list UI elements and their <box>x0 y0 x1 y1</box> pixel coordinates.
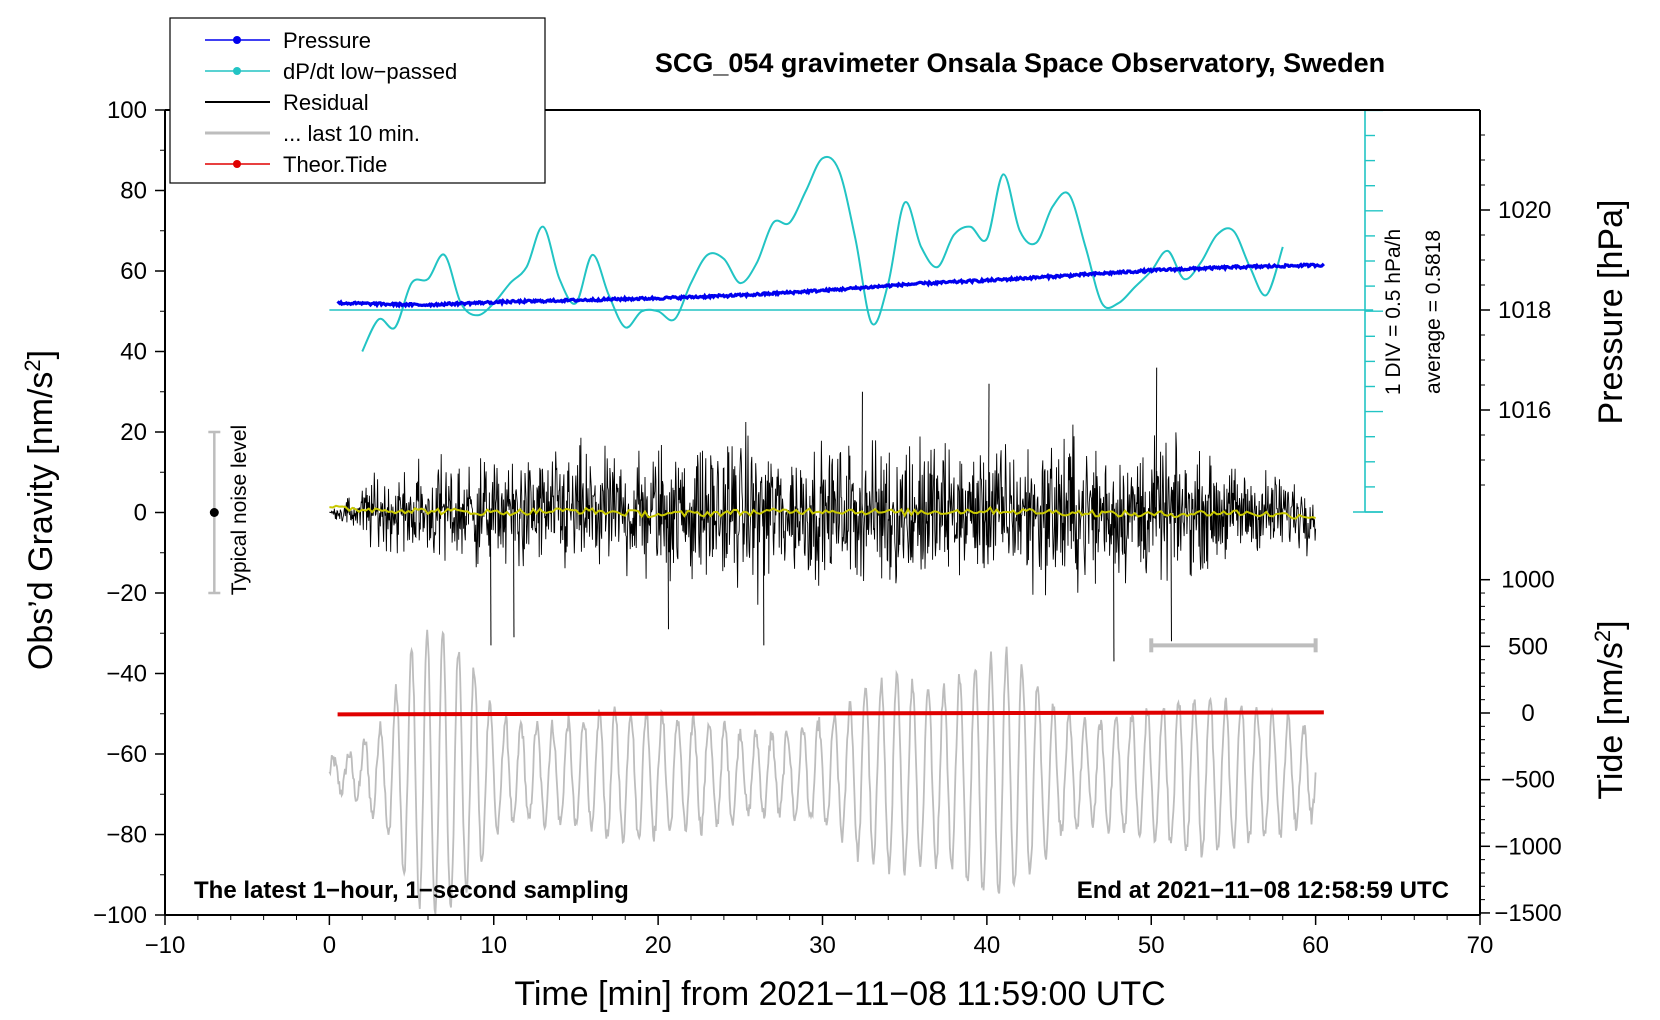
x-tick-label: 20 <box>645 932 672 959</box>
y-tick-label: 20 <box>120 419 147 446</box>
legend-label: Pressure <box>283 28 371 53</box>
chart-title: SCG_054 gravimeter Onsala Space Observat… <box>655 48 1385 78</box>
x-tick-label: 70 <box>1467 932 1494 959</box>
pressure-axis-label: Pressure [hPa] <box>1592 200 1630 425</box>
scale-div-label: 1 DIV = 0.5 hPa/h <box>1382 229 1405 395</box>
x-tick-label: 30 <box>809 932 836 959</box>
tide-line <box>337 710 1324 717</box>
tide-tick-label: −500 <box>1501 767 1555 794</box>
y-tick-label: 0 <box>134 500 147 527</box>
x-axis-label: Time [min] from 2021−11−08 11:59:00 UTC <box>514 975 1165 1013</box>
annotation-bottom-left: The latest 1−hour, 1−second sampling <box>194 877 629 904</box>
pressure-tick-label: 1020 <box>1498 197 1551 224</box>
y-tick-label: 40 <box>120 339 147 366</box>
tide-tick-label: 1000 <box>1501 567 1554 594</box>
x-tick-label: 60 <box>1302 932 1329 959</box>
plot-area <box>208 109 1383 915</box>
y-tick-label: −20 <box>106 580 147 607</box>
x-tick-label: 10 <box>480 932 507 959</box>
x-tick-label: 0 <box>323 932 336 959</box>
tide-tick-label: −1000 <box>1494 833 1561 860</box>
y-tick-label: −60 <box>106 741 147 768</box>
last-10-min-line <box>328 629 1317 915</box>
tide-tick-label: 0 <box>1521 700 1534 727</box>
dpdt-line <box>361 155 1284 352</box>
scale-average-label: average = 0.5818 <box>1422 230 1445 394</box>
y-tick-label: 100 <box>107 97 147 124</box>
y-tick-label: −40 <box>106 661 147 688</box>
x-tick-label: −10 <box>145 932 186 959</box>
x-tick-label: 50 <box>1138 932 1165 959</box>
y-axis-label: Obs’d Gravity [nm/s2] <box>20 350 60 670</box>
tide-tick-label: −1500 <box>1494 900 1561 927</box>
residual-line <box>329 421 1317 605</box>
annotation-bottom-right: End at 2021−11−08 12:58:59 UTC <box>1077 877 1449 904</box>
x-tick-label: 40 <box>974 932 1001 959</box>
y-tick-label: 80 <box>120 178 147 205</box>
noise-level-label: Typical noise level <box>228 425 251 595</box>
legend-label: dP/dt low−passed <box>283 59 457 84</box>
y-tick-label: −100 <box>93 902 147 929</box>
legend-marker <box>233 36 241 44</box>
y-tick-label: −80 <box>106 822 147 849</box>
tide-axis-label: Tide [nm/s2] <box>1590 620 1630 799</box>
y-tick-label: 60 <box>120 258 147 285</box>
axes: −10 0 10 20 30 40 50 60 70100806040200−20−40−60−… <box>93 97 1562 959</box>
legend-label: Theor.Tide <box>283 152 387 177</box>
pressure-tick-label: 1016 <box>1498 397 1551 424</box>
legend: Pressure dP/dt low−passed Residual ... last… <box>169 17 546 184</box>
pressure-tick-label: 1018 <box>1498 297 1551 324</box>
legend-marker <box>233 67 241 75</box>
legend-label: Residual <box>283 90 369 115</box>
legend-label: ... last 10 min. <box>283 121 420 146</box>
residual-smoothed-line <box>329 504 1316 520</box>
legend-box <box>169 17 546 184</box>
pressure-line <box>336 262 1325 309</box>
legend-marker <box>233 160 241 168</box>
tide-tick-label: 500 <box>1508 633 1548 660</box>
noise-bar-dot <box>209 508 219 517</box>
labels: SCG_054 gravimeter Onsala Space Observat… <box>20 48 1630 1013</box>
